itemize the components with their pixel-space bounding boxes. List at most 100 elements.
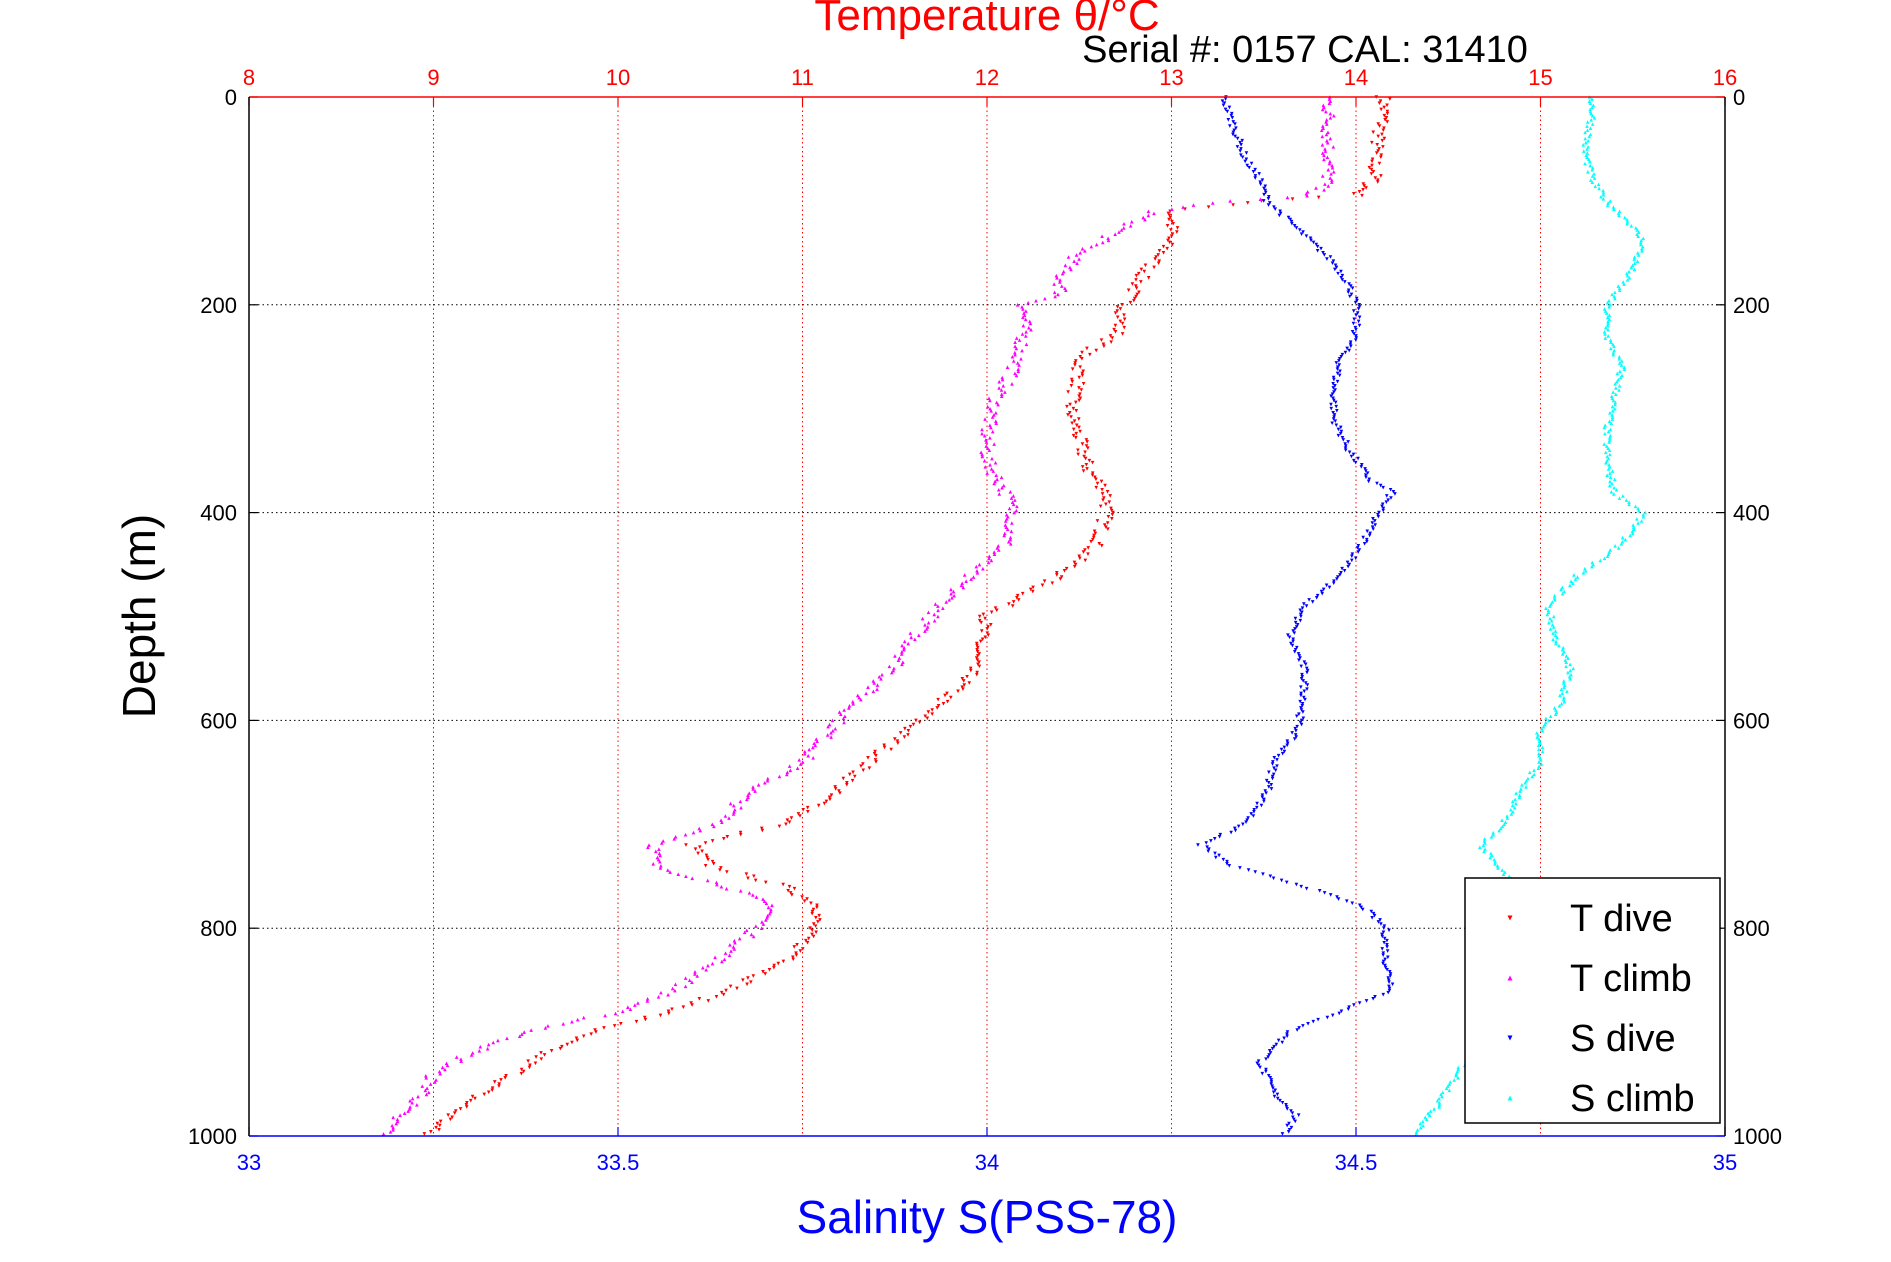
data-point bbox=[589, 1032, 593, 1036]
data-point bbox=[1589, 118, 1594, 122]
data-point bbox=[810, 932, 814, 937]
data-point bbox=[634, 1019, 639, 1024]
data-point bbox=[1386, 955, 1390, 960]
data-point bbox=[1255, 1061, 1259, 1066]
data-point bbox=[789, 816, 794, 820]
data-point bbox=[1380, 934, 1385, 939]
depth-tick-label-right: 600 bbox=[1733, 708, 1770, 733]
salinity-tick-label: 34.5 bbox=[1335, 1150, 1378, 1175]
data-point bbox=[1537, 737, 1541, 741]
data-point bbox=[693, 847, 698, 852]
data-point bbox=[437, 1123, 442, 1128]
data-point bbox=[1276, 1038, 1281, 1043]
data-point bbox=[997, 379, 1002, 384]
data-point bbox=[546, 1024, 550, 1028]
data-point bbox=[1550, 600, 1555, 604]
data-point bbox=[1100, 544, 1104, 548]
data-point bbox=[902, 645, 906, 650]
data-point bbox=[1247, 165, 1252, 170]
data-point bbox=[772, 965, 776, 970]
data-point bbox=[1120, 332, 1125, 336]
data-point bbox=[1231, 120, 1236, 124]
data-point bbox=[492, 1080, 497, 1084]
data-point bbox=[1108, 334, 1113, 338]
data-point bbox=[1314, 595, 1319, 600]
data-point bbox=[1330, 1013, 1335, 1018]
data-point bbox=[1610, 413, 1614, 417]
data-point bbox=[1608, 411, 1612, 415]
data-point bbox=[1609, 340, 1613, 345]
data-point bbox=[1336, 575, 1340, 579]
data-point bbox=[1588, 107, 1592, 112]
data-point bbox=[933, 602, 938, 606]
data-point bbox=[1380, 502, 1385, 507]
data-point bbox=[1349, 284, 1353, 288]
data-point bbox=[1221, 103, 1226, 108]
data-point bbox=[1588, 159, 1592, 164]
data-point bbox=[689, 1001, 693, 1005]
data-point bbox=[1095, 519, 1100, 523]
data-point bbox=[770, 903, 774, 908]
data-point bbox=[438, 1119, 443, 1124]
data-point bbox=[1066, 413, 1070, 417]
data-point bbox=[1619, 363, 1624, 367]
data-point bbox=[1321, 126, 1326, 130]
data-point bbox=[1325, 140, 1330, 145]
data-point bbox=[1597, 186, 1601, 191]
data-point bbox=[1635, 259, 1640, 263]
data-point bbox=[1267, 194, 1271, 199]
data-point bbox=[1371, 911, 1376, 916]
data-point bbox=[1213, 851, 1217, 856]
data-point bbox=[1266, 1055, 1270, 1059]
data-point bbox=[1240, 155, 1245, 160]
data-point bbox=[1128, 300, 1133, 305]
data-point bbox=[1328, 115, 1333, 120]
data-point bbox=[1636, 508, 1641, 513]
data-point bbox=[1374, 151, 1379, 155]
data-point bbox=[1008, 490, 1013, 494]
data-point bbox=[1108, 494, 1113, 498]
data-point bbox=[1306, 1021, 1310, 1026]
data-point bbox=[742, 930, 747, 935]
data-point bbox=[1020, 348, 1024, 353]
data-point bbox=[1331, 381, 1335, 386]
data-point bbox=[1632, 255, 1637, 259]
data-point bbox=[1325, 257, 1329, 261]
data-point bbox=[1291, 639, 1295, 644]
data-point bbox=[1327, 161, 1332, 166]
data-point bbox=[1093, 475, 1097, 480]
data-point bbox=[1499, 826, 1503, 831]
data-point bbox=[486, 1042, 491, 1047]
data-point bbox=[1590, 97, 1594, 101]
data-point bbox=[602, 1026, 606, 1030]
data-point bbox=[1634, 226, 1638, 230]
data-point bbox=[874, 753, 878, 758]
data-point bbox=[1322, 105, 1326, 110]
data-point bbox=[1643, 510, 1648, 515]
data-point bbox=[1456, 1065, 1461, 1070]
data-point bbox=[1604, 325, 1608, 330]
data-point bbox=[809, 901, 813, 906]
data-point bbox=[1454, 1071, 1459, 1076]
data-point bbox=[756, 783, 761, 787]
data-point bbox=[1348, 342, 1353, 347]
data-point bbox=[1369, 909, 1374, 914]
data-point bbox=[1268, 874, 1273, 879]
data-point bbox=[985, 631, 990, 635]
data-point bbox=[1010, 604, 1015, 608]
data-point bbox=[930, 708, 934, 712]
data-point bbox=[1298, 618, 1303, 623]
data-point bbox=[1548, 616, 1552, 621]
data-point bbox=[1327, 585, 1332, 590]
data-point bbox=[949, 695, 953, 700]
data-point bbox=[1346, 288, 1351, 293]
data-point bbox=[539, 1051, 543, 1055]
data-point bbox=[1269, 1078, 1274, 1082]
data-point bbox=[1609, 490, 1614, 494]
data-point bbox=[1615, 379, 1619, 384]
data-point bbox=[558, 1046, 563, 1051]
data-point bbox=[916, 633, 921, 638]
data-point bbox=[1275, 764, 1279, 768]
data-point bbox=[1551, 625, 1556, 629]
data-point bbox=[1553, 598, 1557, 602]
